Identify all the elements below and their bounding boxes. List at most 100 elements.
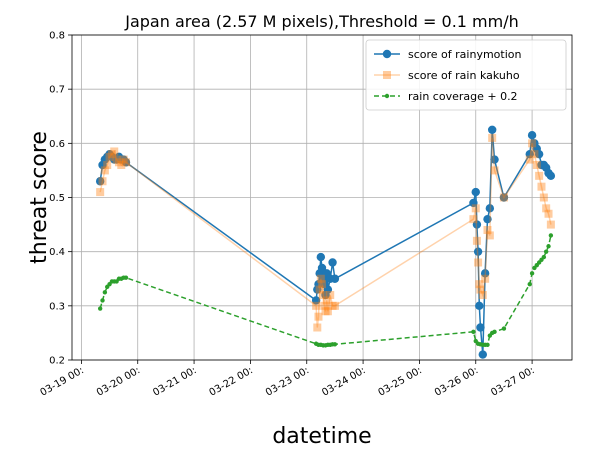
series-line-0 (99, 129, 552, 355)
coverage-point (548, 233, 554, 238)
kakuho-point (499, 193, 508, 202)
coverage-point (97, 306, 103, 311)
coverage-point (529, 271, 535, 276)
rainymotion-point (546, 171, 556, 181)
coverage-point (471, 329, 476, 335)
legend-box (365, 39, 567, 111)
rainymotion-point (121, 158, 131, 167)
kakuho-point (314, 312, 323, 321)
coverage-point (492, 329, 497, 335)
kakuho-point (474, 258, 483, 267)
coverage-point (332, 342, 338, 347)
rainymotion-point (317, 263, 327, 273)
rainymotion-point (472, 220, 482, 229)
grid (72, 34, 572, 361)
rainymotion-point (499, 193, 509, 202)
y-tick-label: 0.3 (49, 301, 65, 312)
legend: score of rainymotion score of rain kakuho… (365, 39, 567, 111)
kakuho-point (107, 150, 116, 159)
kakuho-point (315, 285, 324, 294)
kakuho-point (98, 177, 107, 186)
y-tick-label: 0.4 (49, 247, 65, 258)
kakuho-point (114, 158, 123, 167)
rainymotion-point (480, 269, 490, 278)
coverage-point (100, 298, 105, 303)
x-tick-label: 03-19 00: (39, 365, 86, 399)
x-tick-label: 03-20 00: (95, 365, 142, 399)
kakuho-point (535, 171, 544, 180)
kakuho-point (320, 301, 329, 310)
rainymotion-point (527, 131, 537, 140)
rainymotion-point (525, 149, 534, 159)
rainymotion-point (328, 258, 337, 267)
x-tick-label: 03-22 00: (208, 365, 255, 399)
coverage-point (541, 254, 547, 260)
kakuho-point (544, 209, 553, 218)
kakuho-point (110, 147, 119, 156)
kakuho-point (312, 301, 321, 310)
rainymotion-point (471, 187, 480, 197)
rainymotion-point (483, 214, 492, 224)
kakuho-point (105, 152, 114, 161)
x-tick-label: 03-27 00: (489, 365, 536, 399)
rainymotion-point (475, 301, 484, 311)
kakuho-point (528, 139, 537, 148)
coverage-point (546, 244, 551, 249)
kakuho-point (537, 182, 546, 191)
x-tick-label: 03-23 00: (264, 365, 311, 399)
coverage-point (485, 342, 490, 348)
kakuho-point (318, 280, 326, 289)
rainymotion-point (478, 350, 487, 359)
kakuho-point (530, 150, 539, 159)
y-tick-label: 0.5 (49, 193, 65, 204)
series-layer (95, 125, 556, 359)
kakuho-point (542, 204, 551, 213)
legend-label: score of rainymotion (408, 48, 521, 61)
rainymotion-point (95, 177, 105, 186)
y-tick-label: 0.8 (49, 31, 65, 42)
legend-marker (384, 93, 390, 99)
kakuho-point (472, 236, 481, 245)
kakuho-point (119, 155, 128, 164)
kakuho-point (471, 204, 480, 213)
kakuho-point (103, 161, 112, 169)
kakuho-point (532, 161, 541, 169)
rainymotion-point (534, 149, 544, 159)
kakuho-point (475, 280, 484, 289)
rainymotion-point (469, 198, 478, 208)
kakuho-point (539, 193, 548, 202)
kakuho-point (322, 296, 331, 305)
y-tick-label: 0.7 (49, 85, 65, 96)
coverage-point (123, 275, 129, 280)
y-tick-label: 0.6 (49, 139, 65, 150)
kakuho-point (488, 133, 497, 142)
kakuho-point (546, 220, 555, 229)
kakuho-point (112, 155, 121, 164)
kakuho-point (328, 301, 337, 310)
y-tick-label: 0.2 (49, 356, 65, 367)
legend-marker (383, 71, 391, 79)
kakuho-point (96, 188, 105, 197)
x-tick-label: 03-21 00: (151, 365, 198, 399)
kakuho-point (481, 274, 490, 283)
rainymotion-point (311, 296, 321, 305)
coverage-point (501, 326, 507, 331)
coverage-point (527, 281, 532, 287)
kakuho-point (476, 285, 485, 294)
rainymotion-point (316, 252, 326, 262)
y-axis-label: threat score (27, 131, 52, 264)
coverage-point (543, 249, 549, 254)
kakuho-point (319, 291, 328, 299)
rainymotion-point (314, 279, 323, 289)
kakuho-point (525, 155, 534, 164)
kakuho-point (100, 166, 109, 175)
kakuho-point (330, 301, 339, 310)
rainymotion-point (476, 323, 485, 332)
kakuho-point (478, 291, 487, 299)
x-axis-label: datetime (272, 424, 371, 449)
kakuho-point (483, 226, 492, 234)
rainymotion-point (323, 285, 333, 294)
rainymotion-point (490, 155, 499, 164)
coverage-point (102, 290, 108, 295)
